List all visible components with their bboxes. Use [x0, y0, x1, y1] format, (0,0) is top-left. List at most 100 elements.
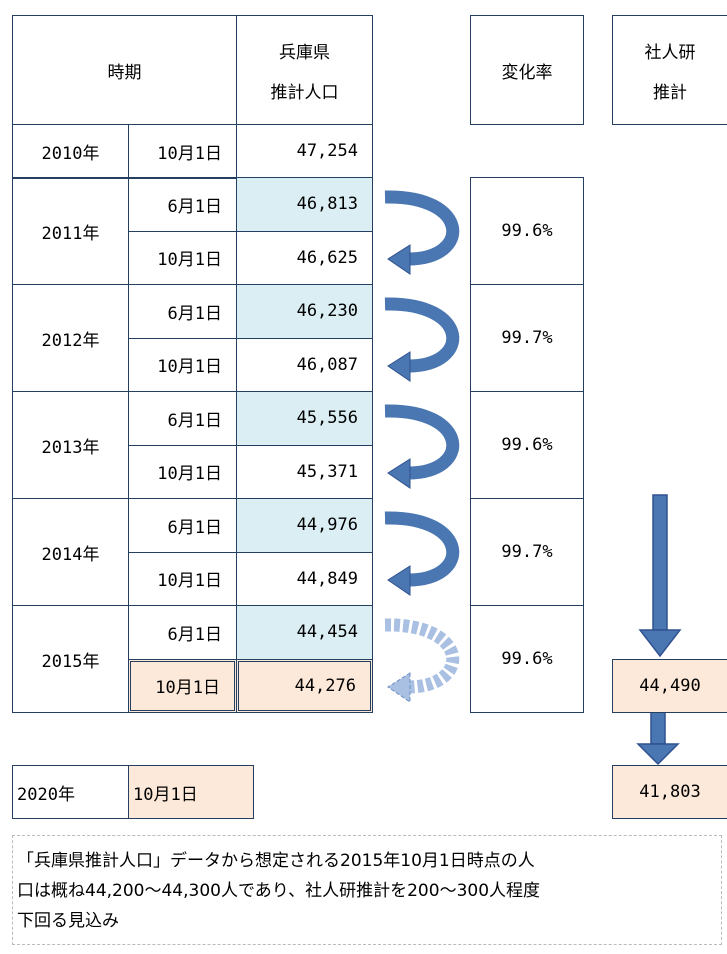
rate-cell: 99.7%: [470, 498, 584, 606]
cell-text: 推計人口: [270, 82, 339, 103]
cell-text: 46,625: [296, 247, 358, 268]
cell-text: 99.7%: [501, 542, 553, 562]
cell-text: 99.7%: [501, 328, 553, 348]
date-cell: 10月1日: [128, 551, 237, 606]
cell-text: 6月1日: [167, 624, 222, 645]
cell-text: 10月1日: [157, 357, 222, 378]
cell-text: 2010年: [41, 143, 100, 164]
value-cell: 46,813: [236, 177, 373, 232]
date-cell: 10月1日: [128, 124, 237, 179]
cell-text: 2012年: [41, 330, 100, 351]
cell-text: 変化率: [501, 62, 553, 83]
cell-text: 44,490: [639, 675, 701, 696]
date-cell: 6月1日: [128, 284, 237, 339]
cell-text: 2013年: [41, 437, 100, 458]
curved-arrow: [384, 297, 460, 373]
note-line: 下回る見込み: [17, 911, 119, 931]
cell-text: 45,371: [296, 461, 358, 482]
cell-text: 10月1日: [133, 784, 198, 805]
curved-arrow: [387, 565, 411, 596]
date-cell: 10月1日: [128, 765, 254, 819]
cell-text: 44,454: [296, 622, 358, 643]
value-cell: 45,556: [236, 391, 373, 446]
cell-text: 47,254: [296, 141, 358, 162]
cell-text: 46,230: [296, 301, 358, 322]
rate-cell: 99.6%: [470, 605, 584, 713]
cell-text: 2015年: [41, 651, 100, 672]
cell-text: 6月1日: [167, 410, 222, 431]
date-cell: 10月1日: [128, 658, 237, 713]
header-cell: 兵庫県 推計人口: [236, 15, 373, 125]
cell-text: 99.6%: [501, 221, 553, 241]
year-cell: 2010年: [12, 124, 129, 179]
rate-cell: 99.7%: [470, 284, 584, 392]
curved-arrow: [387, 672, 411, 703]
curved-arrow: [387, 351, 411, 382]
header-cell: 社人研 推計: [612, 15, 727, 125]
date-cell: 6月1日: [128, 605, 237, 660]
cell-text: 2014年: [41, 544, 100, 565]
value-cell: 44,276: [236, 658, 373, 713]
curved-arrow: [387, 458, 411, 489]
date-cell: 6月1日: [128, 391, 237, 446]
year-cell: 2020年: [12, 765, 129, 819]
rate-cell: 99.6%: [470, 391, 584, 499]
cell-text: 44,976: [296, 515, 358, 536]
year-cell: 2014年: [12, 498, 129, 606]
cell-text: 44,276: [294, 675, 356, 696]
cell-text: 10月1日: [157, 143, 222, 164]
cell-text: 99.6%: [501, 435, 553, 455]
year-cell: 2012年: [12, 284, 129, 392]
year-cell: 2011年: [12, 177, 129, 285]
ipss-cell: 41,803: [612, 765, 727, 819]
header-cell: 時期: [12, 15, 237, 125]
cell-text: 45,556: [296, 408, 358, 429]
cell-text: 41,803: [639, 782, 701, 802]
cell-text: 兵庫県: [279, 42, 330, 63]
cell-text: 時期: [107, 62, 142, 83]
cell-text: 6月1日: [167, 196, 222, 217]
cell-text: 10月1日: [157, 464, 222, 485]
note: 「兵庫県推計人口」データから想定される2015年10月1日時点の人 口は概ね44,…: [12, 835, 722, 945]
value-cell: 44,454: [236, 605, 373, 660]
cell-text: 10月1日: [157, 571, 222, 592]
down-arrow: [636, 711, 680, 766]
date-cell: 10月1日: [128, 444, 237, 499]
cell-text: 2020年: [17, 784, 75, 805]
curved-arrow: [384, 404, 460, 480]
value-cell: 45,371: [236, 444, 373, 499]
cell-text: 推計: [653, 82, 687, 103]
cell-text: 44,849: [296, 568, 358, 589]
value-cell: 46,087: [236, 337, 373, 392]
value-cell: 46,230: [236, 284, 373, 339]
cell-text: 99.6%: [501, 649, 553, 669]
note-line: 口は概ね44,200～44,300人であり、社人研推計を200～300人程度: [17, 881, 541, 901]
cell-text: 2011年: [41, 223, 100, 244]
cell-text: 46,813: [296, 194, 358, 215]
value-cell: 46,625: [236, 230, 373, 285]
date-cell: 10月1日: [128, 230, 237, 285]
value-cell: 44,976: [236, 498, 373, 553]
date-cell: 6月1日: [128, 498, 237, 553]
cell-text: 6月1日: [167, 303, 222, 324]
curved-arrow: [384, 511, 460, 587]
value-cell: 44,849: [236, 551, 373, 606]
header-cell: 変化率: [470, 15, 584, 125]
cell-text: 社人研: [644, 42, 696, 63]
cell-text: 6月1日: [167, 517, 222, 538]
cell-text: 10月1日: [155, 678, 220, 699]
year-cell: 2015年: [12, 605, 129, 713]
date-cell: 10月1日: [128, 337, 237, 392]
cell-text: 10月1日: [157, 250, 222, 271]
curved-arrow: [387, 244, 411, 275]
note-line: 「兵庫県推計人口」データから想定される2015年10月1日時点の人: [17, 851, 535, 871]
down-arrow: [638, 494, 682, 658]
year-cell: 2013年: [12, 391, 129, 499]
value-cell: 47,254: [236, 124, 373, 179]
cell-text: 46,087: [296, 354, 358, 375]
curved-arrow: [384, 190, 460, 266]
curved-arrow: [384, 618, 460, 694]
rate-cell: 99.6%: [470, 177, 584, 285]
